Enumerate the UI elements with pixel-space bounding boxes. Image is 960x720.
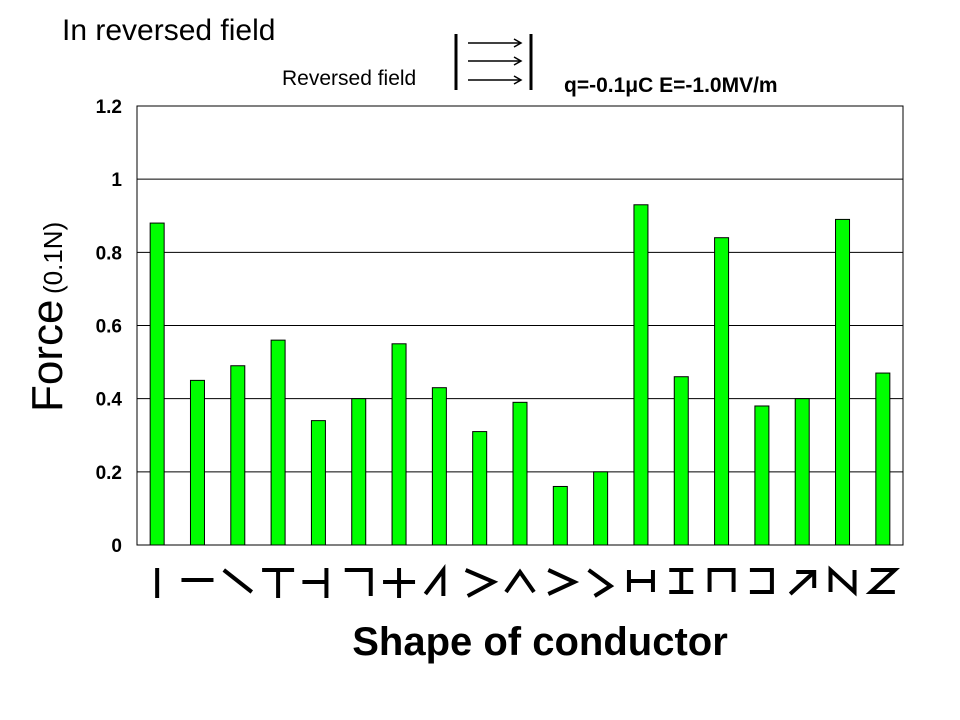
conductor-shape-icon: [828, 565, 857, 597]
conductor-shape-icon: [865, 568, 900, 594]
conductor-shape-icon: [749, 568, 774, 594]
bar: [593, 471, 609, 546]
bar: [472, 431, 488, 546]
conductor-shape-icon: [222, 568, 254, 594]
bar: [391, 343, 407, 546]
conductor-shape-icon: [504, 568, 536, 594]
conductor-shape-icon: [464, 568, 499, 598]
conductor-shape-icon: [707, 568, 736, 592]
shape-stroke: [344, 568, 373, 596]
bar: [431, 387, 447, 546]
bar: [552, 485, 568, 546]
shape-stroke: [222, 568, 254, 594]
y-tick-label: 0: [111, 536, 122, 557]
bar: [633, 204, 649, 546]
shape-stroke: [828, 565, 857, 597]
conductor-shape-icon: [626, 570, 655, 592]
bar: [673, 376, 689, 546]
y-tick-label: 0.2: [96, 463, 122, 484]
chart-title: In reversed field: [62, 14, 275, 47]
y-axis-unit: (0.1N): [38, 222, 68, 294]
parameters-label: q=-0.1μC E=-1.0MV/m: [564, 74, 778, 97]
shape-stroke: [547, 568, 580, 596]
y-tick-label: 0.4: [96, 390, 123, 411]
y-tick-label: 0.8: [96, 243, 122, 264]
shape-stroke: [707, 568, 736, 592]
conductor-shape-icon: [262, 568, 295, 598]
conductor-shape-icon: [302, 568, 329, 598]
bars: [149, 204, 891, 546]
conductor-shape-icons: [155, 564, 900, 598]
conductor-shape-icon: [788, 570, 817, 596]
y-ticks: 0 0.2 0.4 0.6 0.8 1 1.2: [96, 97, 123, 557]
y-tick-label: 1: [111, 170, 122, 191]
plot-area-border: [136, 105, 904, 546]
bar: [512, 401, 528, 546]
x-axis-label: Shape of conductor: [352, 620, 728, 664]
conductor-shape-icon: [669, 568, 694, 594]
conductor-shape-icon: [547, 568, 580, 596]
shape-stroke: [796, 570, 817, 588]
y-axis-title: Force (0.1N): [23, 222, 72, 412]
bar: [835, 218, 851, 546]
bar: [794, 398, 810, 546]
bar: [754, 405, 770, 546]
conductor-shape-icon: [383, 568, 416, 598]
bar: [875, 372, 891, 546]
bar: [310, 420, 326, 546]
y-tick-label: 1.2: [96, 97, 122, 118]
conductor-shape-icon: [423, 564, 446, 596]
bar: [149, 222, 165, 546]
shape-stroke: [865, 568, 900, 594]
bar: [270, 339, 286, 546]
y-axis-label: Force: [23, 300, 72, 412]
field-direction-legend: Reversed field: [282, 34, 533, 90]
field-arrow-icons: [468, 38, 523, 85]
bar: [230, 365, 246, 546]
bar: [351, 398, 367, 546]
bar: [189, 379, 205, 546]
conductor-shape-icon: [344, 568, 373, 596]
legend-label: Reversed field: [282, 67, 416, 90]
bar: [714, 237, 730, 546]
shape-stroke: [504, 568, 536, 594]
shape-stroke: [464, 568, 499, 598]
y-tick-label: 0.6: [96, 317, 122, 338]
shape-stroke: [788, 570, 816, 596]
shape-stroke: [587, 568, 615, 598]
shape-stroke: [749, 568, 774, 594]
conductor-shape-icon: [587, 568, 615, 598]
shape-stroke: [423, 564, 446, 596]
